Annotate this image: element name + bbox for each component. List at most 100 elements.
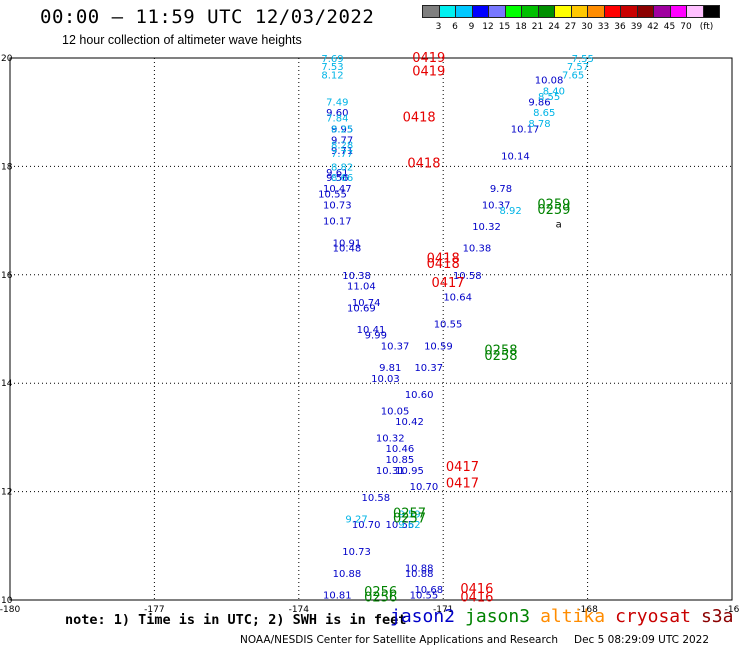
color-scale-label: 6 [452,22,458,32]
data-label: 8.28 [331,141,353,152]
legend-entry-jason3: jason3 [465,606,531,627]
y-tick-label: 18 [1,162,13,172]
data-label: 0259 [537,203,570,218]
data-label: 7.55 [572,54,594,65]
data-label: 10.74 [352,298,381,309]
data-label: 10.48 [333,244,362,255]
data-label: 0416 [460,582,493,597]
data-label: 10.95 [395,466,424,477]
data-label: 0258 [484,349,517,364]
data-label: 10.70 [410,482,439,493]
data-label: 9.95 [331,124,353,135]
color-scale-label: 33 [597,22,610,32]
data-label: 10.41 [357,325,386,336]
data-label: 10.55 [386,520,415,531]
data-label: 10.70 [352,520,381,531]
data-label: 9.61 [326,168,348,179]
color-scale-label: 9 [468,22,475,32]
data-label: 0258 [484,344,517,359]
data-label: 9.62 [398,520,420,531]
data-label: 0417 [446,476,479,491]
data-label: 9.59 [398,509,420,520]
data-label: 10.08 [535,76,564,87]
color-scale-label: 36 [614,22,626,32]
y-tick-label: 14 [1,379,13,389]
data-label: 9.71 [331,146,353,157]
color-scale-cell [702,5,720,18]
data-label: 10.64 [443,292,472,303]
data-label: 8.66 [331,173,353,184]
data-label: 0256 [364,590,397,605]
color-scale-label: 18 [515,22,527,32]
y-tick-label: 10 [1,596,13,606]
plot-frame [9,57,733,601]
data-label: 8.12 [321,70,343,81]
data-label: 10.55 [410,591,439,602]
data-label: 10.73 [323,200,352,211]
x-tick-label: -171 [433,605,453,615]
x-tick-label: -168 [577,605,598,615]
color-scale-label: 39 [630,22,643,32]
data-label: 9.60 [326,108,348,119]
data-label: 0419 [412,51,445,66]
y-tick-label: 20 [1,54,13,64]
color-scale-label: 45 [663,22,676,32]
data-label: 0259 [537,197,570,212]
data-label: 10.46 [386,444,415,455]
x-tick-label: -16 [725,605,740,615]
color-scale-label: 70 [680,22,692,32]
data-label: 10.03 [371,374,400,385]
color-scale-label: 3 [435,22,442,32]
data-label: 0418 [407,157,440,172]
data-label: 9.56 [326,173,348,184]
data-label: 10.88 [333,569,362,580]
data-label: 11.04 [347,282,376,293]
data-label: 10.69 [347,303,376,314]
data-label: 10.38 [463,244,492,255]
data-label: 9.86 [528,97,550,108]
color-scale-label: 12 [482,22,494,32]
color-scale-label: 21 [531,22,544,32]
chart-title: 00:00 – 11:59 UTC 12/03/2022 [40,6,375,28]
color-scale-label: 24 [548,22,560,32]
data-label: 10.37 [482,200,511,211]
satellite-legend: jason2 jason3 altika cryosat s3a [390,606,740,627]
data-label: 8.25 [331,124,353,135]
legend-entry-cryosat: cryosat [615,606,691,627]
data-label: 0417 [431,276,464,291]
x-tick-label: -177 [144,605,164,615]
color-scale-labels: 3 6 9 12 15 18 21 24 27 30 33 36 39 42 45 70 (ft) [422,22,740,34]
data-label: 10.47 [323,184,352,195]
data-label: 0418 [427,257,460,272]
data-label: 8.82 [331,162,353,173]
data-label: a [556,219,562,230]
data-label: 10.14 [501,152,530,163]
data-label: 10.60 [405,390,434,401]
data-label: 8.55 [538,92,560,103]
data-label: 0256 [364,585,397,600]
data-label: 10.81 [323,591,352,602]
data-label: 0257 [393,512,426,527]
data-label: 7.53 [321,62,343,73]
color-scale-bar [422,5,720,18]
data-label: 7.84 [326,114,348,125]
data-label: 10.17 [511,124,540,135]
data-label: 0257 [393,506,426,521]
legend-entry-jason2: jason2 [390,606,456,627]
data-label: 10.55 [434,320,463,331]
x-tick-label: -174 [289,605,310,615]
data-label: 10.59 [424,341,453,352]
legend-entry-altika: altika [540,606,606,627]
x-tick-label: -180 [0,605,20,615]
data-label: 10.17 [323,217,352,228]
data-label: 10.37 [414,363,443,374]
y-tick-label: 12 [1,488,12,498]
color-scale-label: 27 [564,22,577,32]
data-label: 10.38 [342,271,371,282]
generated-timestamp: Dec 5 08:29:09 UTC 2022 [574,634,710,646]
data-label: 8.65 [533,108,555,119]
data-label: 10.58 [453,271,482,282]
data-label: 9.81 [379,363,401,374]
data-label: 10.88 [405,563,434,574]
